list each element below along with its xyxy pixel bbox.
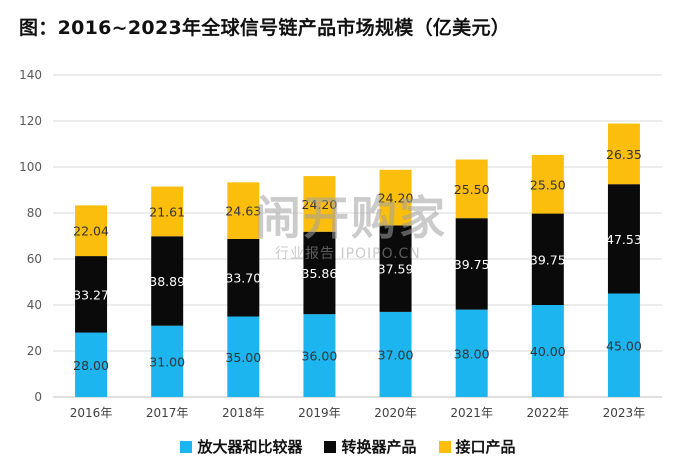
data-label: 26.35 [606, 147, 642, 162]
data-label: 38.00 [454, 346, 490, 361]
data-label: 37.00 [378, 347, 414, 362]
data-label: 38.89 [149, 274, 185, 289]
bar-segment-1 [607, 293, 640, 397]
legend-label-converter: 转换器产品 [341, 438, 417, 456]
y-tick-label: 40 [27, 298, 42, 312]
y-tick-label: 100 [19, 160, 42, 174]
bar-segment-1 [151, 325, 184, 397]
y-tick-label: 140 [19, 68, 42, 82]
bar-segment-2 [379, 225, 412, 312]
bar-segment-1 [531, 305, 564, 397]
x-tick-label: 2019年 [298, 406, 341, 420]
x-tick-label: 2016年 [70, 406, 113, 420]
bar-segment-3 [227, 182, 260, 239]
bar-segment-1 [75, 332, 108, 397]
data-label: 22.04 [73, 224, 109, 239]
data-label: 47.53 [606, 232, 642, 247]
bar-segment-1 [303, 314, 336, 397]
x-tick-label: 2021年 [450, 406, 493, 420]
bar-segment-1 [455, 309, 488, 397]
bar-segment-3 [75, 205, 108, 257]
bar-segment-3 [379, 169, 412, 226]
bar-segment-3 [303, 176, 336, 232]
data-label: 40.00 [530, 344, 566, 359]
data-label: 35.00 [225, 350, 261, 365]
bar-segment-1 [227, 316, 260, 397]
data-label: 24.20 [302, 197, 338, 212]
data-label: 25.50 [530, 177, 566, 192]
x-tick-label: 2020年 [374, 406, 417, 420]
bar-segment-3 [531, 154, 564, 214]
legend-item-amplifier: 放大器和比较器 [180, 436, 302, 457]
y-tick-label: 20 [27, 344, 42, 358]
x-tick-label: 2018年 [222, 406, 265, 420]
data-label: 24.20 [378, 191, 414, 206]
data-label: 24.63 [225, 204, 261, 219]
data-label: 31.00 [149, 354, 185, 369]
data-label: 28.00 [73, 358, 109, 373]
y-tick-label: 80 [27, 206, 42, 220]
bar-segment-2 [151, 236, 184, 326]
data-label: 37.59 [378, 262, 414, 277]
data-label: 36.00 [302, 349, 338, 364]
data-label: 39.75 [454, 257, 490, 272]
bar-segment-2 [303, 231, 336, 315]
data-label: 21.61 [149, 204, 185, 219]
bar-segment-3 [607, 123, 640, 185]
data-label: 45.00 [606, 338, 642, 353]
legend-label-interface: 接口产品 [455, 438, 516, 456]
legend-swatch-converter [324, 440, 337, 453]
data-label: 25.50 [454, 182, 490, 197]
data-label: 35.86 [302, 266, 338, 281]
legend-item-interface: 接口产品 [438, 436, 516, 457]
legend-swatch-amplifier [180, 440, 193, 453]
data-label: 33.27 [73, 287, 109, 302]
chart-title: 图：2016~2023年全球信号链产品市场规模（亿美元） [19, 17, 511, 39]
x-tick-label: 2022年 [527, 406, 570, 420]
legend-label-amplifier: 放大器和比较器 [197, 438, 303, 456]
y-tick-label: 0 [34, 390, 42, 404]
legend-item-converter: 转换器产品 [324, 436, 417, 457]
bar-segment-3 [151, 186, 184, 237]
chart-legend: 放大器和比较器 转换器产品 接口产品 [0, 436, 696, 457]
x-tick-label: 2017年 [146, 406, 189, 420]
x-tick-label: 2023年 [603, 406, 646, 420]
bar-segment-2 [455, 218, 488, 310]
y-tick-label: 60 [27, 252, 42, 266]
bar-segment-2 [607, 184, 640, 294]
bar-segment-3 [455, 159, 488, 219]
bar-segment-2 [75, 256, 108, 333]
y-tick-label: 120 [19, 114, 42, 128]
bar-segment-2 [531, 213, 564, 305]
data-label: 33.70 [225, 271, 261, 286]
bar-segment-2 [227, 238, 260, 317]
data-label: 39.75 [530, 252, 566, 267]
bar-segment-1 [379, 311, 412, 397]
legend-swatch-interface [438, 440, 451, 453]
